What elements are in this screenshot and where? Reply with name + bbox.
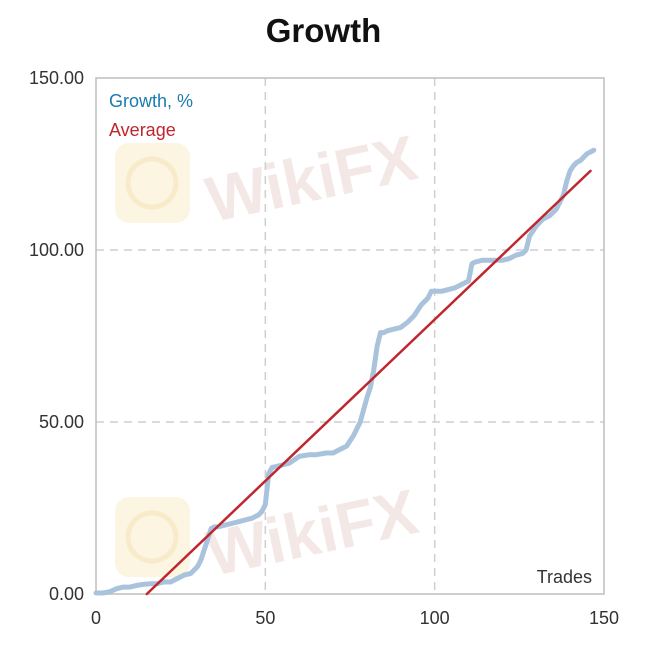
x-tick-label: 0	[91, 608, 101, 628]
plot-frame	[95, 77, 605, 595]
legend-growth: Growth, %	[109, 91, 193, 111]
x-axis-label: Trades	[537, 567, 592, 587]
series-layer	[93, 147, 597, 596]
gridlines	[96, 78, 604, 594]
tick-labels: 0 50 100 150 0.00 50.00 100.00 150.00	[29, 68, 619, 628]
average-series-line	[145, 169, 592, 596]
y-tick-label: 0.00	[49, 584, 84, 604]
y-tick-label: 50.00	[39, 412, 84, 432]
x-tick-label: 50	[255, 608, 275, 628]
chart-title: Growth	[265, 12, 382, 49]
watermark-lower: WikiFX	[115, 475, 424, 590]
svg-text:WikiFX: WikiFX	[201, 475, 424, 590]
y-tick-label: 100.00	[29, 240, 84, 260]
growth-series-line	[93, 147, 597, 596]
x-tick-label: 100	[420, 608, 450, 628]
y-tick-label: 150.00	[29, 68, 84, 88]
svg-text:WikiFX: WikiFX	[200, 121, 423, 236]
legend-average: Average	[109, 120, 176, 140]
x-tick-label: 150	[589, 608, 619, 628]
